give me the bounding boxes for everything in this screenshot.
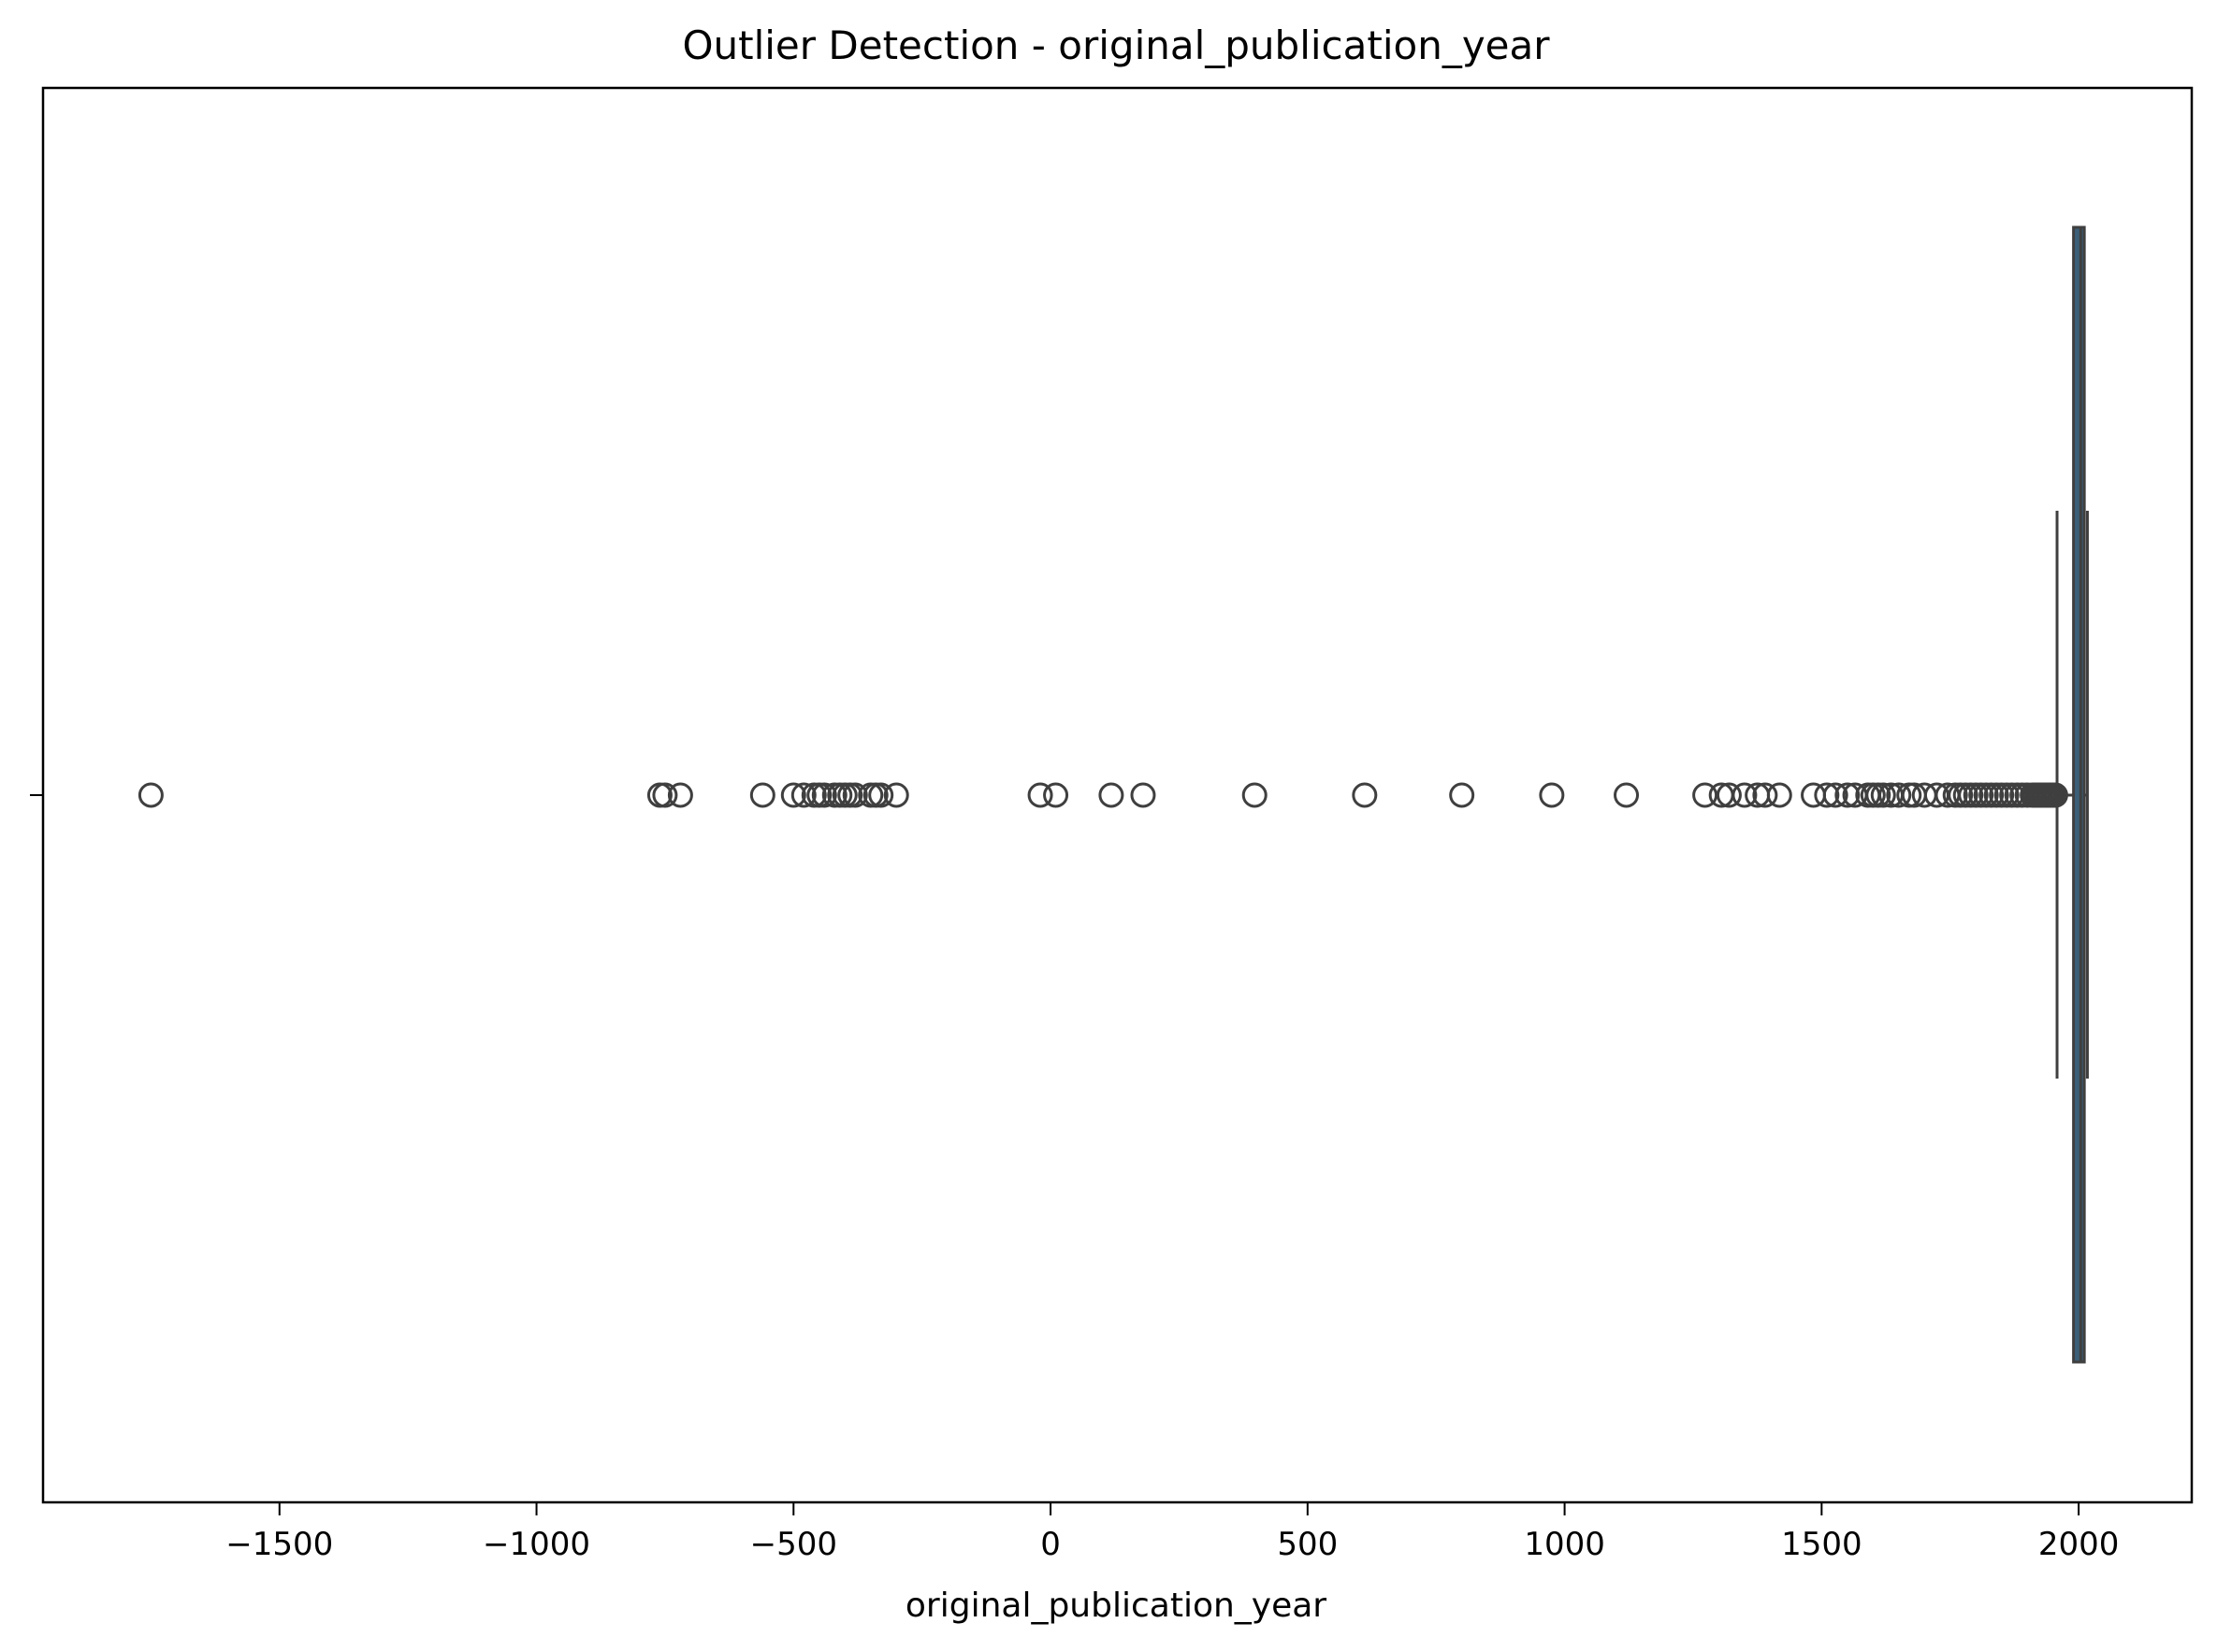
x-tick-label: 0 [1040,1526,1061,1563]
outlier-point [1043,782,1069,808]
outlier-point [1098,782,1124,808]
outlier-point [749,782,775,808]
iqr-box [2072,225,2086,1364]
x-tick-label: 1000 [1524,1526,1605,1563]
outlier-point [1449,782,1475,808]
outlier-point [1614,782,1640,808]
outlier-point [652,782,678,808]
outlier-point [1766,782,1792,808]
outlier-point [1352,782,1378,808]
x-tick-label: 500 [1277,1526,1338,1563]
outlier-point [2042,782,2068,808]
chart-title: Outlier Detection - original_publication… [682,22,1550,68]
outlier-point [780,782,806,808]
outlier-point [1870,782,1896,808]
outlier-point [1834,782,1861,808]
outlier-point [842,782,868,808]
outlier-point [1027,782,1053,808]
x-axis-label: original_publication_year [906,1587,1326,1625]
plot-area [138,225,2089,1364]
outlier-point [1130,782,1156,808]
outlier-point [790,782,817,808]
x-axis: −1500 −1000 −500 0 500 1000 1500 2000 [225,1502,2119,1563]
outlier-point [1822,782,1848,808]
outlier-point [1732,782,1758,808]
x-tick-label: −500 [750,1526,837,1563]
x-tick-label: −1500 [225,1526,333,1563]
outlier-point [1692,782,1718,808]
outlier-point [811,782,837,808]
outlier-point [1716,782,1742,808]
outlier-point [868,782,894,808]
outlier-point [667,782,693,808]
x-tick-label: 2000 [2038,1526,2120,1563]
outlier-point [1752,782,1778,808]
outlier-point [883,782,909,808]
x-tick-label: −1000 [483,1526,590,1563]
outlier-point [1886,782,1912,808]
outlier-point [1539,782,1565,808]
x-tick-label: 1500 [1781,1526,1862,1563]
outlier-point [1241,782,1268,808]
outlier-point [138,782,164,808]
outlier-point [1814,782,1840,808]
